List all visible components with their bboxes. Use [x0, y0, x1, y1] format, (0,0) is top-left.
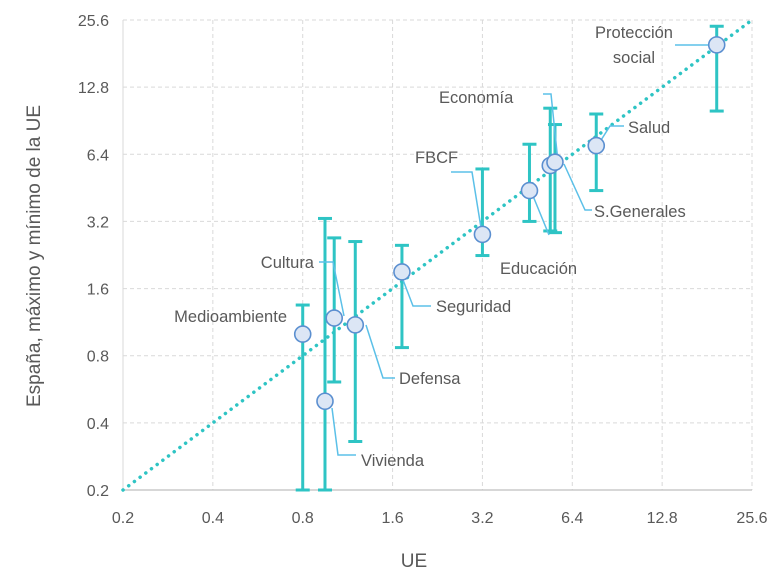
label-seguridad: Seguridad: [436, 298, 511, 316]
marker-educaci-n: [520, 181, 539, 200]
marker-medioambiente: [293, 325, 312, 343]
x-tick-label: 1.6: [381, 510, 403, 527]
label-line: social: [613, 49, 655, 67]
leader-educaci-n: [530, 190, 550, 236]
x-tick-label: 25.6: [736, 510, 767, 527]
y-tick-label: 12.8: [78, 80, 109, 97]
leader-cultura: [319, 261, 345, 317]
y-tick-label: 0.8: [87, 349, 109, 366]
label-cultura: Cultura: [261, 254, 315, 272]
y-axis-title: España, máximo y mínimo de la UE: [24, 105, 45, 407]
data-markers: [293, 36, 726, 411]
marker-fbcf: [473, 225, 492, 244]
label-fbcf: FBCF: [415, 149, 458, 167]
label-salud: Salud: [628, 119, 670, 137]
label-line: Protección: [595, 24, 673, 42]
y-tick-label: 0.4: [87, 416, 109, 433]
label-leader-lines: [319, 44, 710, 456]
marker-seguridad: [393, 263, 411, 281]
marker-salud: [587, 136, 606, 155]
point-labels: Medioambiente Vivienda Cultura Defensa Segur…: [174, 24, 686, 470]
reference-diagonal-line: [121, 18, 754, 492]
leader-econom-a: [543, 93, 559, 163]
y-tick-label: 25.6: [78, 13, 109, 30]
label-s-generales: S.Generales: [594, 203, 686, 221]
marker-protecci-n-social: [707, 36, 726, 54]
label-protecci-n-social: Protección social: [595, 24, 673, 67]
y-tick-label: 1.6: [87, 282, 109, 299]
y-tick-label: 0.2: [87, 483, 109, 500]
x-tick-label: 3.2: [471, 510, 493, 527]
error-bar-defensa: [348, 240, 363, 443]
x-tick-label: 0.4: [202, 510, 224, 527]
leader-s-generales: [563, 163, 592, 211]
leader-defensa: [365, 324, 395, 379]
axes: 0.2 0.4 0.8 1.6 3.2 6.4 12.8 25.6 0.2 0.4 0.8 1.6 3.…: [78, 13, 768, 527]
leader-fbcf: [451, 171, 483, 235]
gridlines: [123, 19, 753, 490]
label-defensa: Defensa: [399, 370, 461, 388]
marker-vivienda: [316, 392, 334, 411]
error-bar-vivienda: [317, 216, 332, 492]
x-axis-title: UE: [401, 551, 427, 572]
error-bar-seguridad: [394, 243, 409, 350]
label-vivienda: Vivienda: [361, 452, 425, 470]
leader-vivienda: [331, 407, 356, 456]
leader-seguridad: [399, 271, 431, 307]
marker-cultura: [325, 309, 344, 327]
marker-defensa: [346, 316, 365, 334]
x-tick-label: 0.8: [292, 510, 314, 527]
x-tick-label: 6.4: [561, 510, 583, 527]
label-medioambiente: Medioambiente: [174, 308, 287, 326]
x-tick-label: 12.8: [647, 510, 678, 527]
label-econom-a: Economía: [439, 89, 514, 107]
marker-s-generales: [546, 153, 564, 171]
error-bar-s-generales: [547, 123, 562, 235]
y-tick-label: 6.4: [87, 147, 109, 164]
y-tick-label: 3.2: [87, 214, 109, 231]
label-educaci-n: Educación: [500, 260, 577, 278]
x-tick-label: 0.2: [112, 510, 134, 527]
